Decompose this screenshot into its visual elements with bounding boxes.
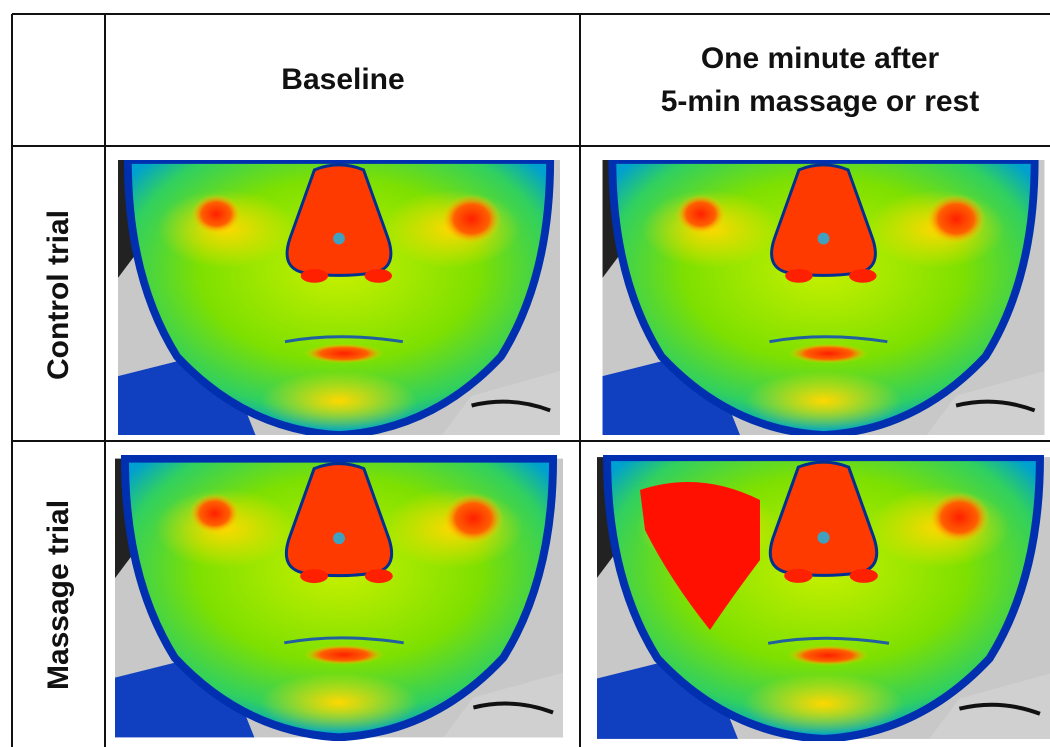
- thermal-image: [603, 160, 1045, 435]
- column-header: Baseline: [281, 63, 404, 96]
- column-header: One minute after: [701, 42, 940, 75]
- row-header: Massage trial: [42, 500, 75, 690]
- thermal-image: [118, 160, 560, 435]
- thermal-image: [115, 459, 563, 738]
- row-header: Control trial: [42, 210, 75, 380]
- page: Baseline One minute after 5-min massage …: [0, 0, 1050, 747]
- column-header: 5-min massage or rest: [661, 85, 979, 118]
- figure-table: Baseline One minute after 5-min massage …: [0, 0, 1050, 747]
